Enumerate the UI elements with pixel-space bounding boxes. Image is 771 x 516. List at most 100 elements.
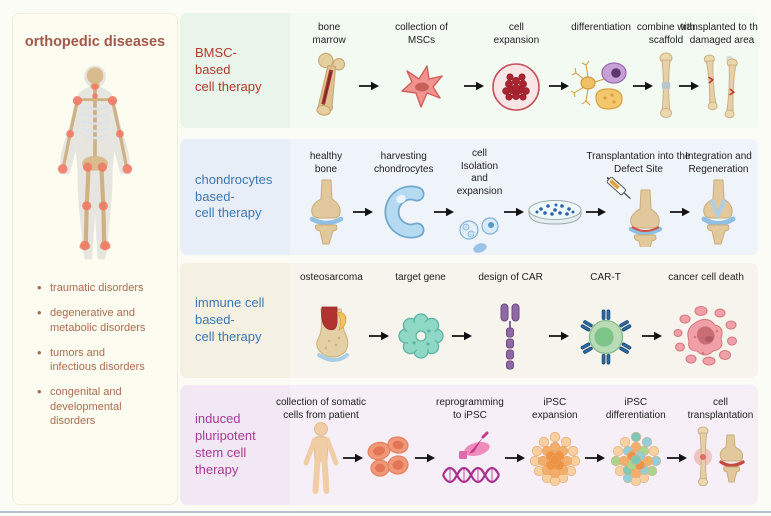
step-collection-mscs: collection of MSCs	[380, 22, 463, 122]
flow-arrow-icon	[666, 394, 688, 494]
row-title-ipsc: induced pluripotent stem cell therapy	[180, 385, 290, 505]
dying-cancer-cell-icon	[673, 300, 739, 372]
flow-arrow-icon	[503, 148, 525, 248]
step-ipsc-expansion: iPSC expansion	[526, 394, 584, 494]
therapy-rows: BMSC- based cell therapy bone marrow	[180, 13, 758, 505]
patient-body-icon	[300, 422, 342, 494]
car-t-cell-icon	[575, 300, 637, 372]
flow-arrow-icon	[358, 22, 380, 122]
flow-arrow-icon	[632, 22, 654, 122]
step-label: collection of MSCs	[395, 22, 448, 46]
flow-arrow-icon	[352, 148, 374, 248]
flow-arrow-icon	[414, 394, 436, 494]
row-ipsc-therapy: induced pluripotent stem cell therapy co…	[180, 385, 758, 505]
step-label: Transplantation into the Defect Site	[586, 151, 691, 175]
step-label: cancer cell death	[668, 272, 744, 283]
human-skeleton-icon	[57, 65, 133, 260]
step-label: bone marrow	[312, 22, 346, 46]
row-content-ipsc: collection of somatic cells from patient	[276, 385, 758, 505]
step-label: iPSC differentiation	[605, 397, 666, 421]
row-chondrocyte-therapy: chondrocytes based- cell therapy healthy…	[180, 139, 758, 255]
step-reprogramming: reprogramming to iPSC	[436, 394, 504, 494]
bone-knee-transplant-icon	[691, 422, 749, 494]
step-label: cell expansion	[493, 22, 540, 46]
tumor-bone-icon	[305, 300, 357, 372]
step-somatic-cells	[364, 394, 414, 494]
differentiated-colony-icon	[607, 422, 665, 494]
step-cell-transplantation: cell transplantation	[687, 394, 754, 494]
row-title-bmsc: BMSC- based cell therapy	[180, 13, 290, 128]
step-transplanted: transplanted to the damaged area	[681, 22, 758, 122]
step-label: Integration and Regeneration	[685, 151, 752, 175]
step-label: differentiation	[571, 22, 631, 33]
disease-bullet-list: traumatic disorders degenerative and met…	[13, 280, 177, 439]
step-petri-dish	[525, 148, 585, 248]
flow-arrow-icon	[641, 272, 663, 372]
bullet-item: degenerative and metabolic disorders	[37, 305, 167, 335]
step-osteosarcoma: osteosarcoma	[300, 272, 363, 372]
flow-arrow-icon	[584, 394, 606, 494]
step-label: cell transplantation	[687, 397, 754, 421]
somatic-cells-icon	[364, 422, 414, 494]
step-bone-marrow: bone marrow	[300, 22, 358, 122]
flow-arrow-icon	[669, 148, 691, 248]
bullet-item: congenital and developmental disorders	[37, 384, 167, 428]
step-label: healthy bone	[309, 151, 343, 175]
cartilage-piece-icon	[377, 176, 431, 248]
car-receptor-icon	[496, 300, 526, 372]
msc-cell-icon	[397, 50, 447, 122]
flow-arrow-icon	[451, 272, 473, 372]
step-label: CAR-T	[590, 272, 621, 283]
flow-arrow-icon	[585, 148, 607, 248]
flow-arrow-icon	[504, 394, 526, 494]
row-content-bmsc: bone marrow	[290, 13, 758, 128]
row-bmsc-therapy: BMSC- based cell therapy bone marrow	[180, 13, 758, 128]
row-content-chondrocytes: healthy bone harvesting chondrocytes	[290, 139, 758, 255]
step-cell-isolation: cell Isolation and expansion	[455, 148, 503, 255]
bullet-item: tumors and infectious disorders	[37, 345, 167, 375]
bullet-item: traumatic disorders	[37, 280, 167, 297]
petri-dish-icon	[525, 176, 585, 248]
flow-arrow-icon	[463, 22, 485, 122]
step-label: harvesting chondrocytes	[374, 151, 434, 175]
ipsc-colony-icon	[526, 422, 584, 494]
step-label: reprogramming to iPSC	[436, 397, 504, 421]
row-title-immune: immune cell based- cell therapy	[180, 263, 290, 378]
differentiated-cells-icon	[570, 50, 632, 122]
regenerated-knee-icon	[691, 176, 745, 248]
step-collect-somatic: collection of somatic cells from patient	[276, 394, 366, 494]
step-label: target gene	[395, 272, 446, 283]
figure-bottom-border	[0, 511, 771, 513]
step-car-t: CAR-T	[575, 272, 637, 372]
flow-arrow-icon	[342, 394, 364, 494]
step-cell-expansion: cell expansion	[485, 22, 548, 122]
row-title-chondrocytes: chondrocytes based- cell therapy	[180, 139, 290, 255]
femur-bone-icon	[308, 50, 350, 122]
step-label: design of CAR	[478, 272, 543, 283]
transplanted-bones-icon	[700, 50, 744, 122]
orthopedic-diseases-panel: orthopedic diseases	[12, 13, 178, 505]
step-label: cell Isolation and expansion	[456, 148, 503, 197]
isolated-cells-icon	[455, 198, 503, 255]
step-cancer-death: cancer cell death	[668, 272, 744, 372]
knee-joint-icon	[300, 176, 352, 248]
step-differentiation: differentiation	[570, 22, 632, 122]
step-combine-scaffold: combine with scaffold	[637, 22, 695, 122]
flow-arrow-icon	[678, 22, 700, 122]
step-label: combine with scaffold	[636, 22, 696, 46]
flow-arrow-icon	[548, 22, 570, 122]
step-label: osteosarcoma	[300, 272, 363, 283]
step-design-car: design of CAR	[478, 272, 543, 372]
cell-culture-dish-icon	[490, 50, 542, 122]
step-healthy-bone: healthy bone	[300, 148, 352, 248]
step-integration: Integration and Regeneration	[685, 148, 752, 248]
step-ipsc-differentiation: iPSC differentiation	[606, 394, 666, 494]
flow-arrow-icon	[368, 272, 390, 372]
dna-reprogramming-icon	[439, 422, 501, 494]
target-gene-icon	[395, 300, 447, 372]
skeleton-illustration	[35, 58, 155, 271]
row-content-immune: osteosarcoma target	[290, 263, 758, 378]
syringe-knee-icon	[607, 176, 669, 248]
step-label: iPSC expansion	[532, 397, 578, 421]
